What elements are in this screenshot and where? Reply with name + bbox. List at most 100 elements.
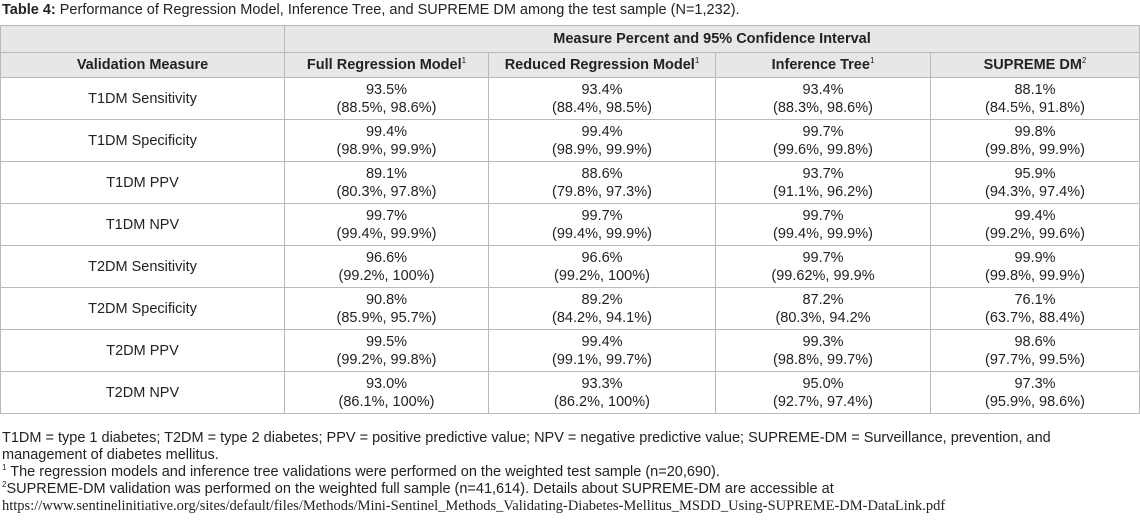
percent-value: 89.2% [581, 291, 623, 308]
measure-cell: T2DM Specificity [0, 287, 285, 330]
table-body: T1DM Sensitivity 93.5% (88.5%, 98.6%) 93.4%… [0, 77, 1140, 414]
column-header-inference-tree: Inference Tree1 [715, 52, 931, 78]
value-cell: 89.2% (84.2%, 94.1%) [488, 287, 716, 330]
confidence-interval: (94.3%, 97.4%) [985, 183, 1085, 200]
value-cell: 93.4% (88.4%, 98.5%) [488, 77, 716, 120]
percent-value: 98.6% [1014, 333, 1056, 350]
table-row: T2DM PPV 99.5% (99.2%, 99.8%) 99.4% (99.1%, … [0, 329, 1140, 372]
column-header-full-regression: Full Regression Model1 [284, 52, 489, 78]
results-table: Measure Percent and 95% Confidence Inter… [0, 25, 1140, 414]
percent-value: 96.6% [365, 249, 408, 266]
confidence-interval: (99.2%, 100%) [554, 267, 650, 284]
percent-value: 99.7% [581, 207, 623, 224]
footnote-1: 1 The regression models and inference tr… [2, 463, 720, 480]
percent-value: 93.0% [365, 375, 408, 392]
measure-cell: T2DM NPV [0, 371, 285, 414]
footnote-1-marker: 1 [2, 463, 7, 473]
footnote-2: 2SUPREME-DM validation was performed on … [2, 480, 834, 497]
confidence-interval: (99.2%, 100%) [338, 267, 435, 284]
percent-value: 97.3% [1014, 375, 1056, 392]
group-header: Measure Percent and 95% Confidence Inter… [284, 25, 1140, 53]
column-header-row: Validation Measure Full Regression Model… [0, 52, 1140, 78]
percent-value: 99.7% [802, 207, 844, 224]
confidence-interval: (99.62%, 99.9% [771, 267, 875, 284]
footnote-url: https://www.sentinelinitiative.org/sites… [2, 498, 1138, 515]
percent-value: 88.1% [1014, 81, 1056, 98]
value-cell: 95.0% (92.7%, 97.4%) [715, 371, 931, 414]
value-cell: 98.6% (97.7%, 99.5%) [930, 329, 1140, 372]
percent-value: 95.9% [1014, 165, 1056, 182]
percent-value: 93.3% [581, 375, 623, 392]
percent-value: 87.2% [802, 291, 844, 308]
percent-value: 76.1% [1014, 291, 1056, 308]
empty-header-cell [0, 25, 285, 53]
confidence-interval: (91.1%, 96.2%) [773, 183, 873, 200]
confidence-interval: (99.8%, 99.9%) [985, 267, 1085, 284]
confidence-interval: (99.1%, 99.7%) [552, 351, 652, 368]
confidence-interval: (95.9%, 98.6%) [985, 393, 1085, 410]
percent-value: 95.0% [802, 375, 844, 392]
confidence-interval: (99.4%, 99.9%) [336, 225, 437, 242]
confidence-interval: (99.4%, 99.9%) [773, 225, 873, 242]
table-row: T1DM PPV 89.1% (80.3%, 97.8%) 88.6% (79.8%, … [0, 161, 1140, 204]
measure-cell: T2DM PPV [0, 329, 285, 372]
caption-label: Table 4: [2, 2, 56, 18]
table-row: T2DM Specificity 90.8% (85.9%, 95.7%) 89.2%… [0, 287, 1140, 330]
confidence-interval: (99.4%, 99.9%) [552, 225, 652, 242]
confidence-interval: (79.8%, 97.3%) [552, 183, 652, 200]
value-cell: 99.4% (98.9%, 99.9%) [488, 119, 716, 162]
measure-cell: T2DM Sensitivity [0, 245, 285, 288]
confidence-interval: (88.5%, 98.6%) [336, 99, 437, 116]
confidence-interval: (85.9%, 95.7%) [336, 309, 437, 326]
value-cell: 88.1% (84.5%, 91.8%) [930, 77, 1140, 120]
column-header-supreme-dm: SUPREME DM2 [930, 52, 1140, 78]
confidence-interval: (84.5%, 91.8%) [985, 99, 1085, 116]
value-cell: 99.7% (99.4%, 99.9%) [284, 203, 489, 246]
percent-value: 93.7% [802, 165, 844, 182]
confidence-interval: (99.6%, 99.8%) [773, 141, 873, 158]
percent-value: 99.5% [365, 333, 408, 350]
value-cell: 99.8% (99.8%, 99.9%) [930, 119, 1140, 162]
footnote-2-marker: 2 [2, 480, 7, 490]
value-cell: 95.9% (94.3%, 97.4%) [930, 161, 1140, 204]
percent-value: 99.7% [802, 249, 844, 266]
value-cell: 93.0% (86.1%, 100%) [284, 371, 489, 414]
column-header-reduced-regression: Reduced Regression Model1 [488, 52, 716, 78]
confidence-interval: (80.3%, 97.8%) [336, 183, 437, 200]
value-cell: 93.7% (91.1%, 96.2%) [715, 161, 931, 204]
confidence-interval: (98.9%, 99.9%) [552, 141, 652, 158]
measure-cell: T1DM PPV [0, 161, 285, 204]
measure-cell: T1DM Specificity [0, 119, 285, 162]
percent-value: 93.4% [802, 81, 844, 98]
value-cell: 93.3% (86.2%, 100%) [488, 371, 716, 414]
percent-value: 96.6% [581, 249, 623, 266]
percent-value: 99.7% [802, 123, 844, 140]
value-cell: 99.9% (99.8%, 99.9%) [930, 245, 1140, 288]
percent-value: 99.7% [365, 207, 408, 224]
value-cell: 99.7% (99.4%, 99.9%) [715, 203, 931, 246]
confidence-interval: (98.8%, 99.7%) [773, 351, 873, 368]
percent-value: 99.4% [581, 123, 623, 140]
table-row: T1DM NPV 99.7% (99.4%, 99.9%) 99.7% (99.4%, … [0, 203, 1140, 246]
value-cell: 96.6% (99.2%, 100%) [488, 245, 716, 288]
value-cell: 89.1% (80.3%, 97.8%) [284, 161, 489, 204]
value-cell: 99.7% (99.62%, 99.9% [715, 245, 931, 288]
percent-value: 99.4% [1014, 207, 1056, 224]
value-cell: 99.5% (99.2%, 99.8%) [284, 329, 489, 372]
table-caption: Table 4: Performance of Regression Model… [2, 1, 740, 19]
confidence-interval: (88.3%, 98.6%) [773, 99, 873, 116]
confidence-interval: (99.8%, 99.9%) [985, 141, 1085, 158]
confidence-interval: (99.2%, 99.6%) [985, 225, 1085, 242]
confidence-interval: (84.2%, 94.1%) [552, 309, 652, 326]
value-cell: 93.5% (88.5%, 98.6%) [284, 77, 489, 120]
value-cell: 93.4% (88.3%, 98.6%) [715, 77, 931, 120]
confidence-interval: (97.7%, 99.5%) [985, 351, 1085, 368]
value-cell: 96.6% (99.2%, 100%) [284, 245, 489, 288]
measure-cell: T1DM Sensitivity [0, 77, 285, 120]
footnotes: T1DM = type 1 diabetes; T2DM = type 2 di… [2, 430, 1138, 515]
confidence-interval: (99.2%, 99.8%) [336, 351, 437, 368]
confidence-interval: (63.7%, 88.4%) [985, 309, 1085, 326]
column-header-measure: Validation Measure [0, 52, 285, 78]
value-cell: 99.3% (98.8%, 99.7%) [715, 329, 931, 372]
value-cell: 97.3% (95.9%, 98.6%) [930, 371, 1140, 414]
